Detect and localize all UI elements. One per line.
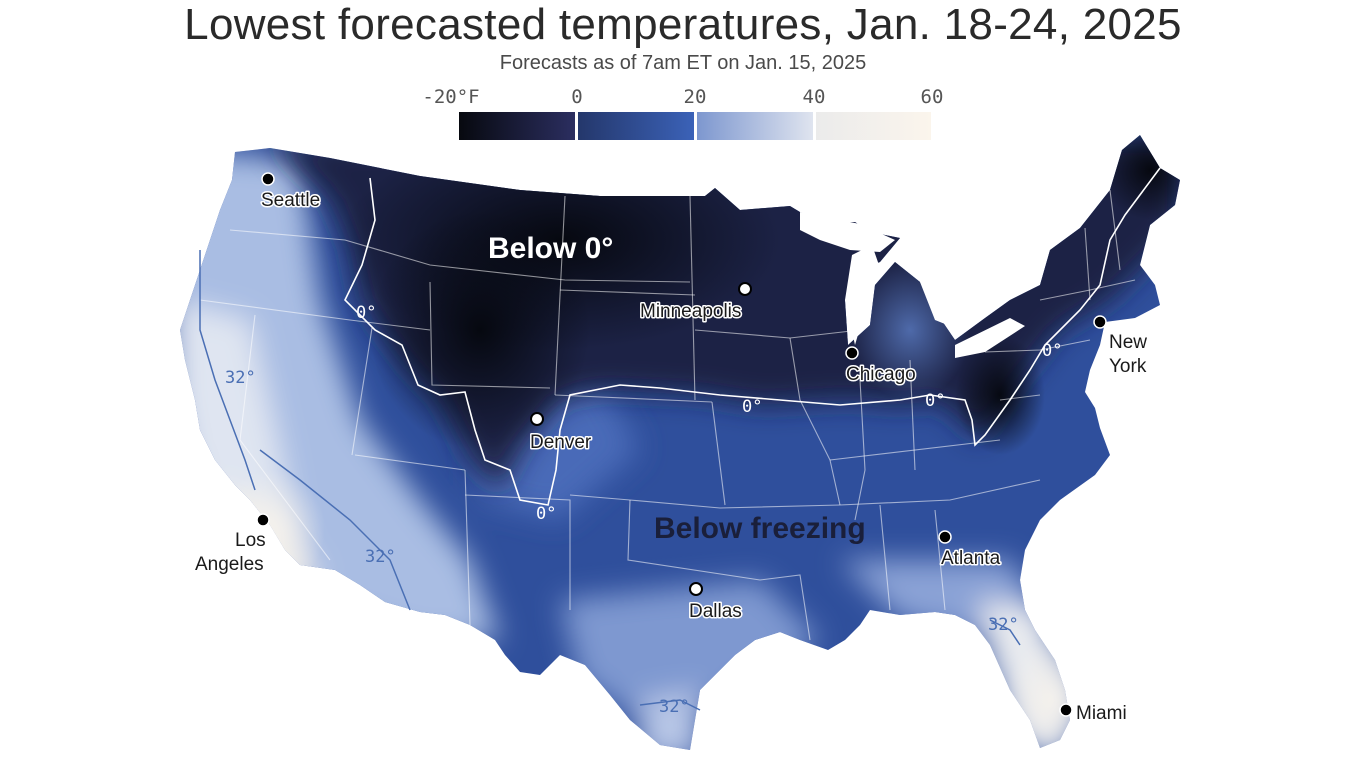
state-borders xyxy=(199,189,1136,641)
legend-bin xyxy=(816,112,931,140)
legend-tick-label: 60 xyxy=(920,86,944,108)
legend-tick-label: 0 xyxy=(571,86,583,108)
city-marker xyxy=(1093,315,1107,329)
city-label: Dallas xyxy=(689,601,742,622)
zero-isotherm-label: 0° xyxy=(356,303,376,323)
zero-isotherm-label: 0° xyxy=(925,391,945,411)
legend-bin xyxy=(697,112,813,140)
freezing-isotherm xyxy=(199,250,1021,711)
city-marker xyxy=(530,412,544,426)
chart-subtitle: Forecasts as of 7am ET on Jan. 15, 2025 xyxy=(499,52,867,74)
city-label: Seattle xyxy=(261,190,320,211)
isotherm-labels: 0° 0° 0° 0° 0° 32° 32° 32° 32° xyxy=(225,303,1062,717)
legend-bin xyxy=(578,112,694,140)
city-chicago: Chicago xyxy=(845,346,917,387)
below-zero-label: Below 0° xyxy=(488,232,613,265)
city-seattle: Seattle xyxy=(260,172,322,213)
city-new-york: New York xyxy=(1093,315,1149,379)
city-label: Angeles xyxy=(195,554,264,575)
city-marker xyxy=(256,513,270,527)
city-label: Denver xyxy=(530,432,592,453)
chart-title: Lowest forecasted temperatures, Jan. 18-… xyxy=(184,0,1182,49)
city-atlanta: Atlanta xyxy=(938,530,1002,571)
city-marker xyxy=(845,346,859,360)
city-los-angeles: Los Angeles xyxy=(194,513,270,577)
city-label: New xyxy=(1109,332,1147,353)
city-marker xyxy=(738,282,752,296)
legend-tick-label: -20°F xyxy=(422,86,480,108)
zero-isotherm-label: 0° xyxy=(1042,341,1062,361)
city-minneapolis: Minneapolis xyxy=(639,282,752,324)
city-label: Minneapolis xyxy=(640,301,741,322)
city-dallas: Dallas xyxy=(688,582,743,624)
zero-isotherm-label: 0° xyxy=(742,397,762,417)
city-label: Los xyxy=(235,530,266,551)
city-marker xyxy=(261,172,275,186)
city-label: York xyxy=(1109,356,1147,377)
city-label: Atlanta xyxy=(941,548,1001,569)
city-marker xyxy=(1059,703,1073,717)
zero-isotherm xyxy=(344,167,1161,506)
great-lakes xyxy=(800,212,1025,358)
freezing-isotherm-label: 32° xyxy=(365,547,396,567)
city-miami: Miami xyxy=(1059,702,1128,726)
city-label: Chicago xyxy=(846,364,916,385)
city-label: Miami xyxy=(1076,703,1127,724)
zero-isotherm-label: 0° xyxy=(536,504,556,524)
freezing-isotherm-label: 32° xyxy=(225,368,256,388)
legend-tick-label: 40 xyxy=(802,86,826,108)
city-marker xyxy=(938,530,952,544)
below-freezing-label: Below freezing xyxy=(654,512,866,545)
legend-tick-label: 20 xyxy=(683,86,707,108)
legend-bin xyxy=(459,112,575,140)
temperature-field xyxy=(180,135,1180,750)
freezing-isotherm-label: 32° xyxy=(659,697,690,717)
freezing-isotherm-label: 32° xyxy=(988,615,1019,635)
city-denver: Denver xyxy=(529,412,593,455)
city-marker xyxy=(689,582,703,596)
